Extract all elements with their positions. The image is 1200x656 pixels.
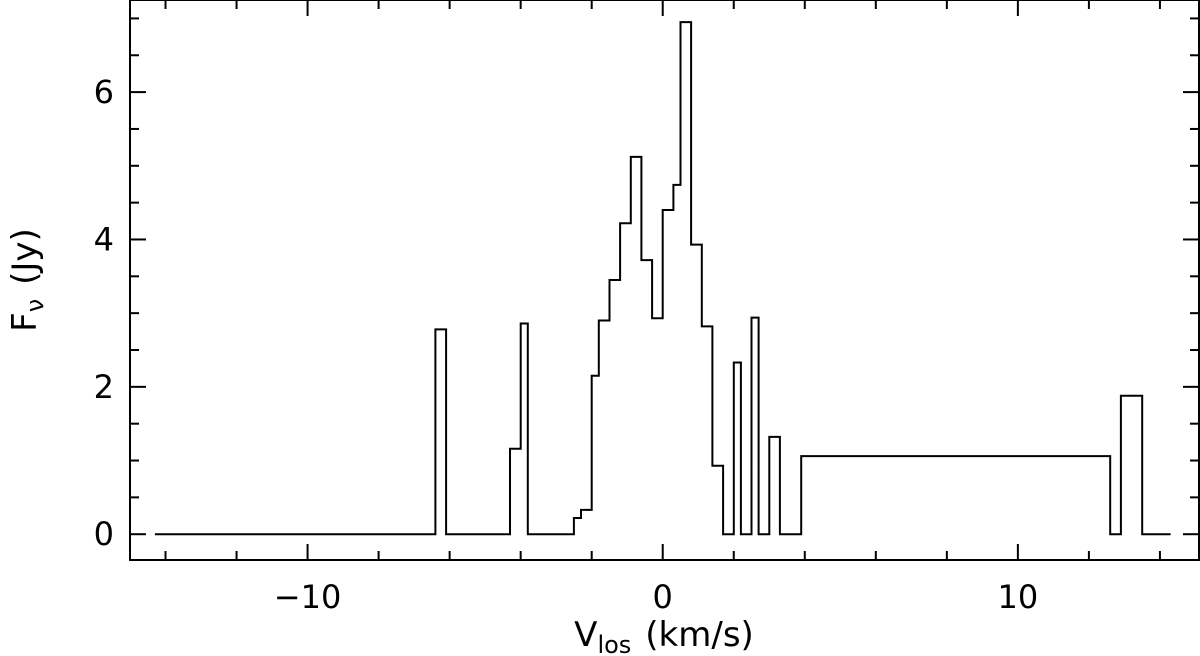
x-tick-label: 10	[998, 578, 1039, 616]
tick-marks	[130, 0, 1199, 560]
y-tick-label: 6	[94, 73, 114, 111]
y-tick-label: 0	[94, 515, 114, 553]
y-tick-label: 2	[94, 368, 114, 406]
y-axis-label: Fν(Jy)	[5, 228, 49, 332]
x-axis-label: Vlos (km/s)	[574, 615, 754, 656]
y-tick-labels: 0 2 4 6	[94, 73, 114, 553]
x-tick-label: −10	[274, 578, 342, 616]
plot-frame	[129, 0, 1200, 561]
x-tick-label: 0	[653, 578, 673, 616]
y-tick-label: 4	[94, 220, 114, 258]
spectrum-step-line	[154, 21, 1171, 536]
x-tick-labels: −10 0 10	[274, 578, 1038, 616]
